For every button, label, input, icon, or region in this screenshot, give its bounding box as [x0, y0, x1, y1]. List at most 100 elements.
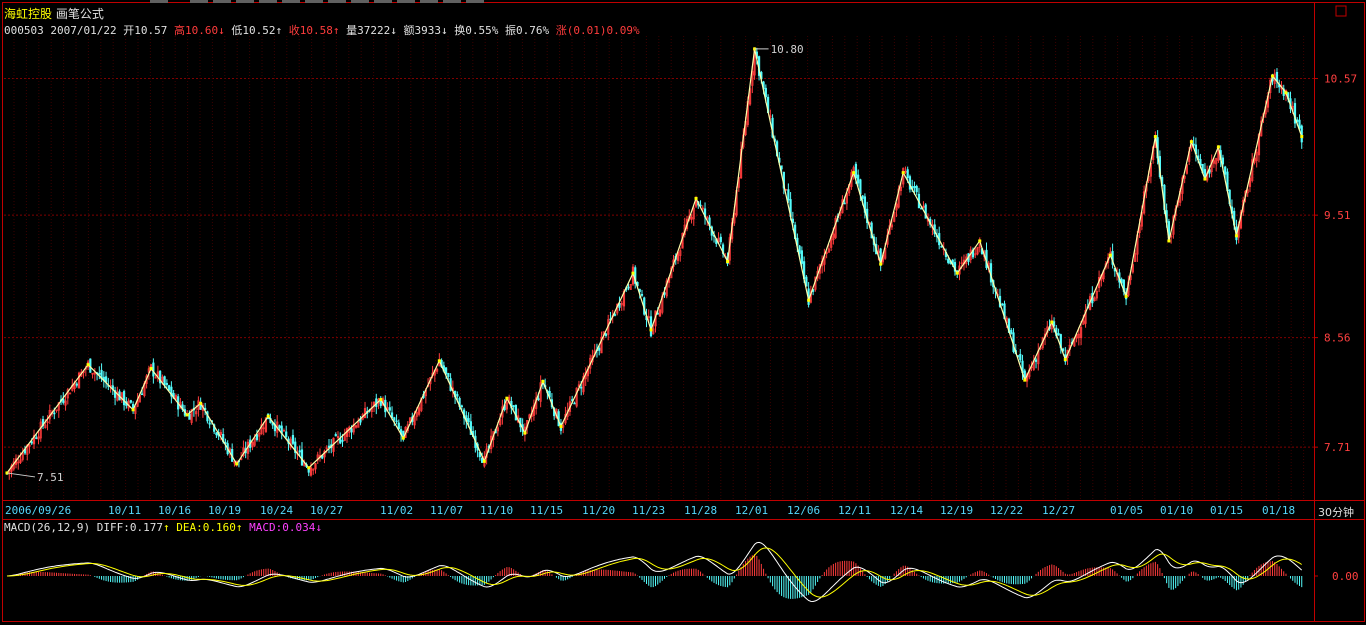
candle-body	[798, 245, 801, 254]
stroke-pivot	[879, 262, 883, 266]
date-tick-label: 01/15	[1210, 504, 1243, 517]
date-tick-label: 10/11	[108, 504, 141, 517]
candle-body	[600, 336, 603, 354]
candle-body	[294, 441, 297, 453]
candle-body	[575, 387, 578, 407]
candle-body	[260, 424, 263, 435]
candle-body	[154, 376, 157, 379]
stroke-pivot	[199, 401, 203, 405]
candle-body	[307, 468, 310, 473]
toolbar-button	[236, 0, 254, 3]
price-axis: 7.71 8.56 9.51 10.57	[1314, 73, 1357, 454]
candle-body	[1023, 370, 1026, 378]
candle-body	[717, 237, 720, 243]
candle-body	[208, 422, 211, 425]
diff-line	[6, 541, 1303, 603]
formula-name: 画笔公式	[55, 7, 104, 21]
max-price-label: 10.80	[771, 43, 804, 56]
candle-body	[174, 395, 177, 400]
macd-params: MACD(26,12,9)	[4, 521, 91, 534]
quote-date: 2007/01/22	[50, 24, 117, 37]
stroke-pivot	[86, 363, 90, 367]
candle-body	[827, 248, 830, 253]
candle-body	[647, 316, 650, 319]
toolbar-button	[328, 0, 346, 3]
open-label: 开	[123, 24, 135, 37]
candle-body	[1084, 310, 1087, 324]
candle-body	[460, 405, 463, 408]
amplitude-label: 振	[504, 24, 516, 37]
stock-code: 000503	[4, 24, 44, 37]
close-value: 10.58	[299, 24, 333, 37]
open-value: 10.57	[134, 24, 168, 37]
candle-body	[129, 400, 132, 403]
candle-body	[573, 402, 576, 405]
toolbar-button	[150, 0, 168, 3]
candle-body	[336, 436, 340, 439]
candle-body	[701, 207, 704, 210]
stroke-lines: 7.51 10.80	[5, 43, 1304, 484]
candle-body	[444, 367, 448, 375]
candle-body	[30, 441, 33, 444]
candle-body	[312, 468, 315, 471]
stroke-pivot	[726, 260, 730, 264]
candle-body	[1019, 353, 1022, 361]
candle-body	[298, 450, 301, 453]
candle-body	[1255, 151, 1258, 161]
high-arrow: ↓	[218, 24, 225, 37]
candle-body	[57, 402, 60, 411]
candle-body	[512, 405, 515, 407]
toolbar-button	[190, 0, 208, 3]
candle-body	[924, 204, 927, 219]
candle-body	[1077, 333, 1080, 339]
candle-body	[393, 417, 396, 421]
candle-body	[679, 250, 682, 256]
stroke-pivot	[1189, 140, 1193, 144]
date-tick-label: 11/28	[684, 504, 717, 517]
close-label: 收	[288, 24, 300, 37]
candle-body	[719, 236, 722, 243]
candle-body	[21, 452, 24, 460]
date-axis: 2006/09/26 10/11 10/16 10/19 10/24 10/27 11/02…	[5, 504, 1295, 517]
candle-body	[805, 276, 808, 287]
toolbar-button	[259, 0, 277, 3]
date-tick-label: 11/02	[380, 504, 413, 517]
change-value: (0.01)	[566, 24, 607, 37]
candle-body	[46, 421, 49, 424]
candle-body	[582, 376, 585, 393]
candle-body	[219, 432, 223, 436]
candle-body	[861, 195, 864, 199]
candle-body	[17, 461, 20, 464]
candlesticks	[5, 47, 1303, 480]
candle-body	[188, 413, 191, 420]
toolbar-button	[305, 0, 323, 3]
candle-body	[417, 407, 421, 415]
candle-body	[163, 376, 166, 386]
candle-body	[309, 467, 313, 476]
stroke-polyline	[6, 48, 1303, 474]
candle-body	[68, 392, 72, 395]
candle-body	[395, 420, 398, 423]
title-row: 海虹控股 画笔公式	[4, 5, 104, 22]
period-label[interactable]: 30分钟	[1318, 506, 1354, 519]
candle-body	[37, 436, 40, 440]
candle-body	[787, 189, 790, 201]
stroke-pivot	[185, 413, 189, 417]
toolbar-button	[351, 0, 369, 3]
window-icon	[1335, 5, 1347, 17]
diff-label: DIFF:	[96, 521, 130, 534]
stroke-pivot	[1050, 320, 1054, 324]
date-tick-label: 12/14	[890, 504, 923, 517]
candle-body	[314, 463, 317, 470]
candle-body	[282, 429, 286, 432]
macd-arrow: ↓	[315, 521, 322, 534]
candle-body	[490, 435, 493, 450]
candle-body	[834, 217, 837, 238]
candle-body	[832, 233, 835, 241]
candle-body	[1134, 253, 1137, 262]
candle-body	[692, 207, 695, 220]
candle-body	[604, 333, 608, 336]
candle-body	[974, 253, 977, 256]
amount-arrow: ↓	[440, 24, 448, 37]
